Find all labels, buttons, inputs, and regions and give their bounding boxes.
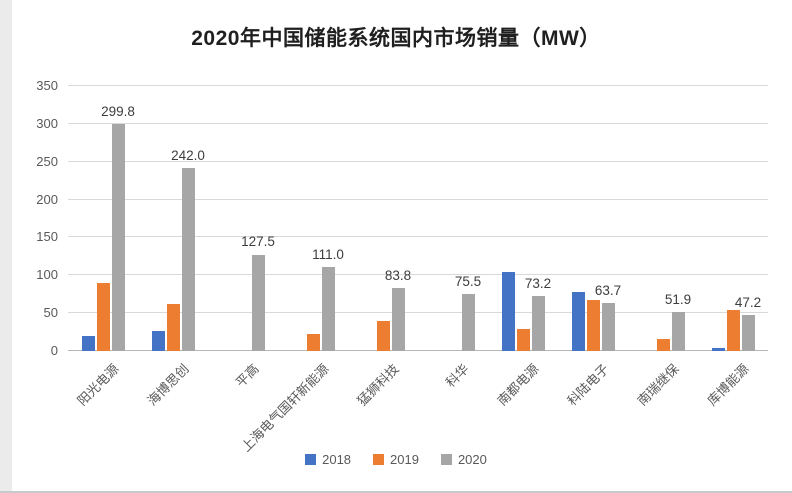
bar-2019-上海电气国轩新能源 [306,334,320,351]
bar-2020-阳光电源 [111,124,125,351]
y-tick-label-50: 50 [43,305,58,321]
legend-label-2019: 2019 [390,452,419,467]
bar-2020-科陆电子 [601,302,615,351]
x-tick-label-南都电源: 南都电源 [494,361,542,409]
y-tick-label-350: 350 [36,78,58,93]
bar-group-阳光电源 [68,86,138,351]
bar-2020-南都电源 [531,295,545,351]
bar-2020-海博思创 [181,167,195,351]
x-tick-label-猛狮科技: 猛狮科技 [354,361,402,409]
y-tick-label-100: 100 [36,267,58,283]
bar-2018-海博思创 [151,331,165,351]
x-tick-label-科陆电子: 科陆电子 [564,361,612,409]
page-left-edge [0,0,12,493]
y-tick-label-200: 200 [36,191,58,207]
bar-group-库博能源 [698,86,768,351]
data-label-猛狮科技: 83.8 [384,267,412,283]
bar-2020-上海电气国轩新能源 [321,267,335,351]
y-tick-label-300: 300 [36,115,58,131]
legend-swatch-2018 [305,454,317,465]
y-tick-label-150: 150 [36,229,58,245]
gridline-50 [68,312,768,314]
bar-2018-科陆电子 [571,291,585,351]
page-bottom-edge [0,491,792,493]
x-tick-label-阳光电源: 阳光电源 [74,361,122,409]
x-tick-label-库博能源: 库博能源 [704,361,752,409]
data-label-海博思创: 242.0 [171,147,205,163]
gridline-200 [68,198,768,200]
bar-group-海博思创 [138,86,208,351]
legend-item-2020: 2020 [440,452,487,467]
legend-item-2019: 2019 [373,452,419,467]
data-label-科陆电子: 63.7 [594,282,622,298]
x-tick-label-平高: 平高 [232,361,262,391]
bar-2020-科华 [461,293,475,351]
bar-2020-南瑞继保 [671,311,685,351]
bar-2019-南都电源 [516,329,530,351]
bar-2020-平高 [251,254,265,351]
bar-2019-阳光电源 [96,282,110,351]
bar-group-平高 [208,86,278,351]
bar-2019-科陆电子 [586,299,600,351]
bar-group-猛狮科技 [348,86,418,351]
data-label-上海电气国轩新能源: 111.0 [312,246,344,262]
bar-group-科陆电子 [558,86,628,351]
bar-2020-库博能源 [741,315,755,351]
legend-swatch-2020 [440,454,452,465]
bar-group-科华 [418,86,488,351]
legend-label-2018: 2018 [322,452,352,467]
bar-2018-南都电源 [501,271,515,351]
bar-2019-海博思创 [166,304,180,351]
bar-2018-阳光电源 [81,335,95,351]
gridline-300 [68,122,768,124]
data-label-平高: 127.5 [241,234,275,250]
x-tick-label-上海电气国轩新能源: 上海电气国轩新能源 [238,361,332,455]
gridline-150 [68,236,768,238]
bar-2018-库博能源 [711,348,725,351]
bar-group-南瑞继保 [628,86,698,351]
plot-area: 299.8 242.0 127.5 111.0 83.8 75.5 73.2 63.7 51.9… [68,85,768,351]
data-label-南瑞继保: 51.9 [664,291,692,307]
bar-group-上海电气国轩新能源 [278,86,348,351]
x-tick-label-科华: 科华 [442,361,472,391]
data-label-阳光电源: 299.8 [101,104,135,120]
data-label-库博能源: 47.2 [734,295,762,311]
chart-title: 2020年中国储能系统国内市场销量（MW） [191,27,601,50]
bar-2019-库博能源 [726,310,740,351]
x-axis-line [68,350,768,351]
legend: 2018 2019 2020 [0,452,792,467]
bar-2019-猛狮科技 [376,320,390,351]
gridline-350 [68,85,768,86]
gridline-250 [68,160,768,162]
data-label-南都电源: 73.2 [524,275,552,291]
y-tick-label-250: 250 [36,153,58,169]
y-tick-label-0: 0 [50,343,58,358]
bar-2020-猛狮科技 [391,287,405,351]
gridline-100 [68,274,768,276]
legend-swatch-2019 [373,454,385,465]
legend-label-2020: 2020 [457,452,487,467]
x-tick-label-南瑞继保: 南瑞继保 [634,361,682,409]
bar-group-南都电源 [488,86,558,351]
legend-item-2018: 2018 [305,452,351,467]
data-label-科华: 75.5 [454,273,482,289]
bar-2019-南瑞继保 [656,338,670,351]
x-tick-label-海博思创: 海博思创 [144,361,192,409]
